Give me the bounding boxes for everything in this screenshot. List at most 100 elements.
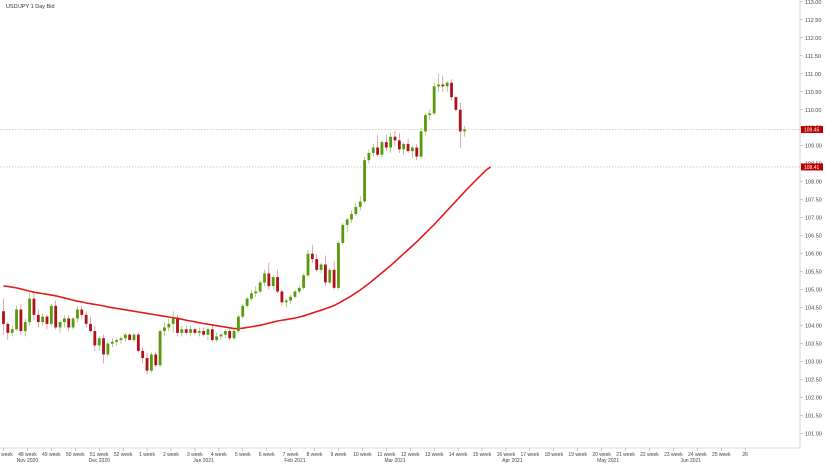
candle <box>19 304 23 335</box>
candle-body <box>10 329 14 333</box>
candle <box>293 289 297 299</box>
x-month-label: Apr 2021 <box>502 458 523 464</box>
x-week-label: 4 week <box>211 452 227 458</box>
x-week-label: 1 week <box>139 452 155 458</box>
candle <box>132 332 136 342</box>
candle <box>80 305 84 319</box>
x-month-label: May 2021 <box>597 458 619 464</box>
y-tick-label: 104.50 <box>805 306 822 312</box>
candle-body <box>302 275 306 288</box>
candle-body <box>376 147 379 155</box>
candle-body <box>189 329 192 333</box>
candle <box>441 75 445 92</box>
x-month-label: Feb 2021 <box>284 458 305 464</box>
candle <box>232 329 236 341</box>
candle <box>345 217 349 233</box>
x-week-label: 13 week <box>425 452 444 458</box>
candle-body <box>406 143 410 152</box>
candle-body <box>67 318 71 328</box>
moving-average-badge-label: 108.41 <box>804 165 820 171</box>
candle-body <box>15 309 18 330</box>
candle <box>206 327 210 341</box>
candle <box>141 347 145 364</box>
y-tick-label: 102.50 <box>805 378 822 384</box>
candle <box>176 314 179 337</box>
candle <box>128 332 132 341</box>
candle-body <box>223 331 227 335</box>
candle <box>354 203 358 216</box>
candle-body <box>241 305 245 317</box>
candle <box>76 305 79 323</box>
y-tick-label: 105.00 <box>805 288 822 294</box>
x-week-label: 25 week <box>712 452 731 458</box>
candle <box>171 311 175 333</box>
candle <box>202 327 205 337</box>
candle <box>97 336 101 351</box>
candle-body <box>245 298 249 306</box>
candle <box>54 300 58 330</box>
y-tick-label: 109.00 <box>805 144 822 150</box>
candle <box>197 327 201 337</box>
x-week-label: 22 week <box>640 452 659 458</box>
x-week-label: 10 week <box>353 452 372 458</box>
candle <box>402 142 406 155</box>
candle <box>228 327 232 341</box>
candle <box>115 338 118 346</box>
candle <box>384 134 388 152</box>
x-week-label: 3 week <box>187 452 203 458</box>
x-week-label: 48 week <box>18 452 37 458</box>
candle <box>136 332 140 353</box>
candle-body <box>350 214 353 220</box>
candle-body <box>210 329 214 341</box>
candle <box>63 314 66 328</box>
candle-body <box>106 343 110 355</box>
current-price-badge: 109.45 <box>801 126 823 133</box>
price-badges: 109.45 108.41 <box>801 126 823 171</box>
candle-body <box>6 323 10 333</box>
candle <box>367 149 371 164</box>
candle <box>219 332 223 341</box>
candle-body <box>276 277 279 292</box>
y-tick-label: 112.00 <box>805 36 821 42</box>
y-tick-label: 111.00 <box>805 72 821 78</box>
candle <box>6 322 10 341</box>
candle <box>49 304 53 326</box>
y-tick-label: 101.50 <box>805 414 822 420</box>
candle-body <box>454 97 458 110</box>
candle <box>393 131 397 146</box>
candle-body <box>437 84 440 87</box>
candle-body <box>145 358 149 371</box>
candle-body <box>58 322 62 328</box>
candle-body <box>450 82 453 98</box>
candle <box>67 314 71 332</box>
x-week-label: 20 week <box>592 452 611 458</box>
candle <box>223 329 227 339</box>
y-tick-label: 106.50 <box>805 234 822 240</box>
candle <box>150 352 153 373</box>
candle-body <box>136 334 140 351</box>
candle <box>328 268 332 285</box>
x-week-label: 52 week <box>114 452 133 458</box>
candle <box>193 327 197 335</box>
candle <box>358 196 362 211</box>
x-month-label: Jan 2021 <box>193 458 214 464</box>
x-week-label: 6 week <box>259 452 275 458</box>
candle-body <box>23 322 27 332</box>
candle <box>145 352 149 375</box>
candle <box>154 352 158 368</box>
candle-body <box>110 341 114 344</box>
candle <box>180 325 184 337</box>
axes <box>0 0 801 449</box>
candle-body <box>441 84 445 87</box>
candle <box>119 336 123 344</box>
candle <box>458 102 462 148</box>
x-week-label: 47 week <box>0 452 13 458</box>
candle <box>411 145 414 159</box>
x-week-label: 23 week <box>664 452 683 458</box>
candle <box>337 241 340 290</box>
candle-body <box>54 305 58 328</box>
candle-body <box>63 318 66 323</box>
candle <box>163 322 166 337</box>
